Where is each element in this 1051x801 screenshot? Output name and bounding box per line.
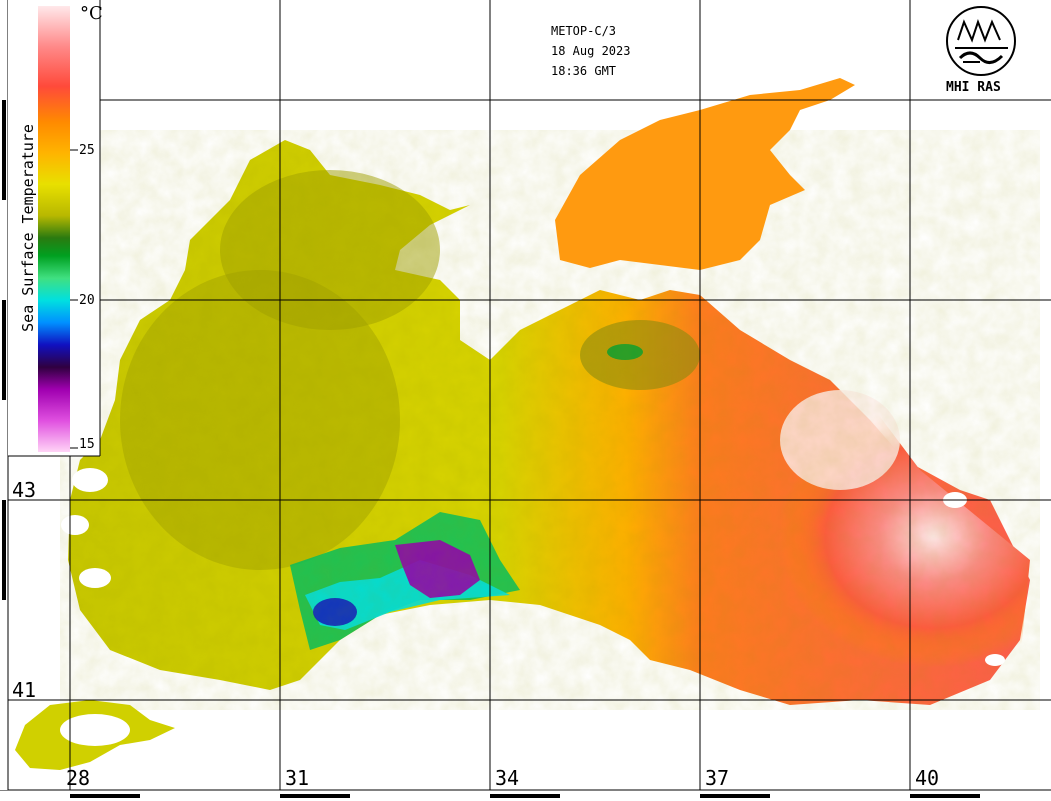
- legend-title: Sea Surface Temperature: [19, 124, 37, 332]
- time-label: 18:36 GMT: [551, 64, 617, 78]
- satellite-label: METOP-C/3: [551, 24, 617, 38]
- legend-colorbar: [38, 6, 70, 452]
- mhi-ras-logo-icon: [946, 6, 1016, 76]
- lon-label-28: 28: [66, 766, 91, 790]
- legend: [8, 0, 101, 457]
- legend-tick-15: 15: [79, 437, 95, 452]
- date-label: 18 Aug 2023: [551, 44, 631, 58]
- marmara-clouds: [60, 714, 130, 746]
- logo-text: MHI RAS: [946, 80, 1001, 95]
- legend-tick-25: 25: [79, 143, 95, 158]
- sea-of-azov: [555, 78, 855, 270]
- lon-label-37: 37: [705, 766, 730, 790]
- legend-unit: °C: [80, 3, 103, 24]
- lat-label-43: 43: [12, 478, 37, 502]
- sst-texture: [60, 130, 1040, 710]
- lon-label-31: 31: [285, 766, 310, 790]
- lon-label-40: 40: [915, 766, 940, 790]
- black-sea-sst: [60, 130, 1040, 710]
- cloud-patches: [61, 468, 1005, 666]
- legend-tick-20: 20: [79, 293, 95, 308]
- lon-label-34: 34: [495, 766, 520, 790]
- lat-label-41: 41: [12, 678, 37, 702]
